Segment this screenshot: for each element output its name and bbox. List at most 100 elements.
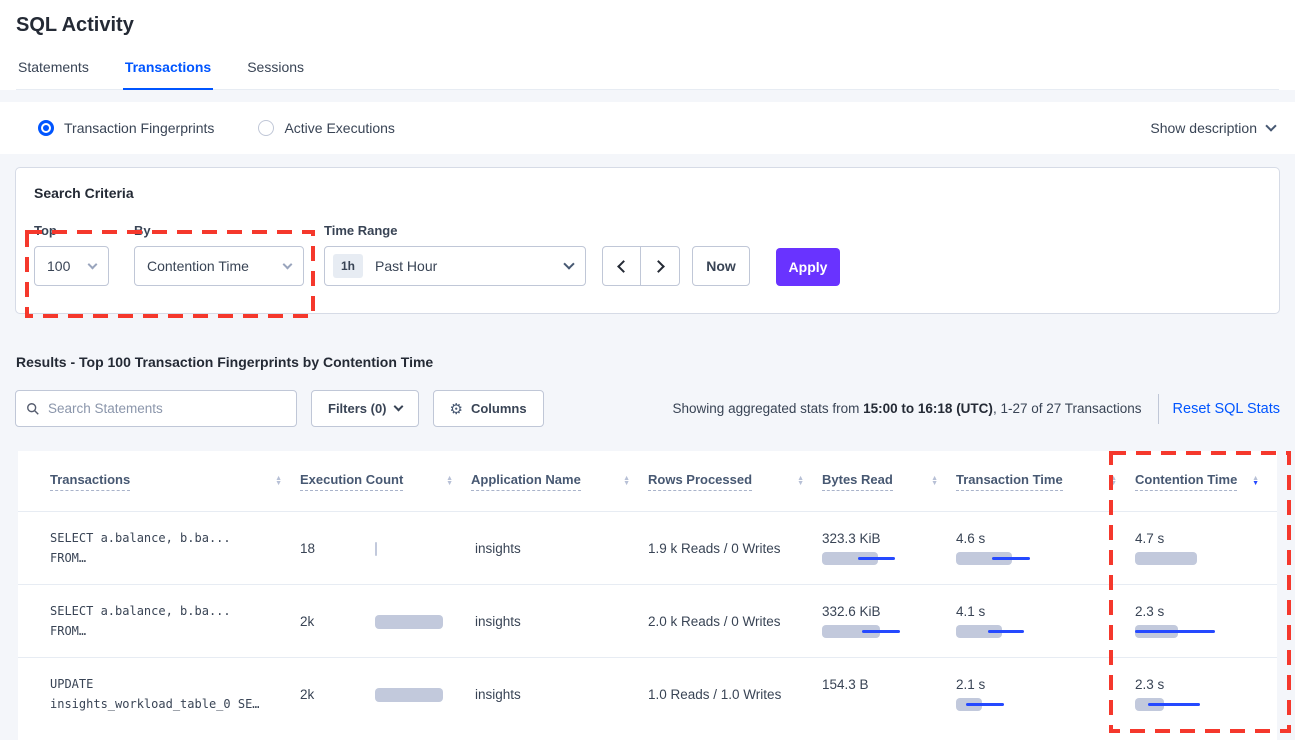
sort-icon[interactable]: ▲ ▼ [623, 475, 630, 487]
radio-selected-icon [38, 120, 54, 136]
search-statements-box[interactable] [15, 390, 297, 427]
contention-time-cell: 4.7 s [1135, 512, 1277, 584]
execution-count-cell: 2k [300, 585, 471, 657]
chevron-down-icon [282, 259, 293, 269]
transaction-query-link[interactable]: SELECT a.balance, b.ba... FROM… [50, 604, 231, 638]
table-row[interactable]: UPDATE insights_workload_table_0 SE… 2k i… [18, 657, 1277, 730]
transaction-query-link[interactable]: SELECT a.balance, b.ba... FROM… [50, 531, 231, 565]
time-range-value: Past Hour [375, 258, 438, 274]
search-criteria-title: Search Criteria [34, 185, 134, 201]
aggregated-stats-text: Showing aggregated stats from 15:00 to 1… [672, 401, 1142, 416]
show-description-label: Show description [1150, 120, 1257, 136]
execution-count-cell: 18 [300, 512, 471, 584]
transaction-time-bar [956, 624, 1066, 639]
show-description-toggle[interactable]: Show description [1150, 120, 1277, 136]
filters-button[interactable]: Filters (0) [311, 390, 419, 427]
col-header-rows-processed[interactable]: Rows Processed ▲ ▼ [648, 451, 822, 511]
application-name-cell: insights [475, 540, 521, 556]
sort-icon[interactable]: ▲ ▼ [797, 475, 804, 487]
contention-time-bar [1135, 697, 1245, 712]
table-row[interactable]: SELECT a.balance, b.ba... FROM… 18 insigh… [18, 511, 1277, 584]
results-title: Results - Top 100 Transaction Fingerprin… [16, 354, 434, 370]
columns-button[interactable]: ⚙ Columns [432, 390, 544, 427]
chevron-right-icon [652, 259, 665, 273]
transaction-time-bar [956, 551, 1066, 566]
top-control: Top 100 [34, 223, 109, 286]
sort-icon[interactable]: ▲ ▼ [446, 475, 453, 487]
col-header-transaction-time[interactable]: Transaction Time ▲ ▼ [956, 451, 1135, 511]
gear-icon: ⚙ [449, 400, 463, 418]
chevron-left-icon [616, 259, 630, 273]
chevron-down-icon [87, 259, 98, 269]
col-header-bytes-read[interactable]: Bytes Read ▲ ▼ [822, 451, 956, 511]
sort-icon[interactable]: ▲ ▼ [1110, 475, 1117, 487]
bytes-read-cell: 332.6 KiB [822, 585, 956, 657]
col-header-application-name[interactable]: Application Name ▲ ▼ [471, 451, 648, 511]
bytes-read-bar [822, 698, 932, 712]
contention-time-bar [1135, 551, 1245, 566]
contention-time-cell: 2.3 s [1135, 658, 1277, 730]
time-range-arrows [602, 246, 680, 286]
chevron-down-icon [563, 258, 575, 270]
page-title: SQL Activity [16, 14, 134, 36]
by-label: By [134, 223, 151, 238]
tab-bar: Statements Transactions Sessions [16, 59, 1279, 90]
rows-processed-cell: 1.9 k Reads / 0 Writes [648, 540, 781, 556]
col-header-contention-time[interactable]: Contention Time ▲ ▼ [1135, 451, 1277, 511]
radio-label: Active Executions [284, 120, 395, 136]
tab-transactions[interactable]: Transactions [122, 59, 214, 90]
rows-processed-cell: 1.0 Reads / 1.0 Writes [648, 686, 782, 702]
contention-time-bar [1135, 624, 1245, 639]
time-range-label: Time Range [324, 223, 398, 238]
columns-label: Columns [470, 401, 527, 416]
table-header-row: Transactions ▲ ▼ Execution Count ▲ ▼ Applica… [18, 451, 1277, 511]
bytes-read-bar [822, 624, 932, 639]
tab-statements[interactable]: Statements [18, 59, 89, 75]
page-header: SQL Activity Statements Transactions Ses… [0, 0, 1295, 90]
radio-transaction-fingerprints[interactable]: Transaction Fingerprints [38, 120, 214, 136]
view-toggle-band: Transaction Fingerprints Active Executio… [0, 102, 1295, 154]
chevron-down-icon [393, 401, 403, 412]
col-header-execution-count[interactable]: Execution Count ▲ ▼ [300, 451, 471, 511]
top-select[interactable]: 100 [34, 246, 109, 286]
table-row[interactable]: SELECT a.balance, b.ba... FROM… 2k insigh… [18, 584, 1277, 657]
filters-label: Filters (0) [328, 401, 387, 416]
divider [1157, 393, 1159, 424]
transaction-time-bar [956, 697, 1066, 712]
by-select[interactable]: Contention Time [134, 246, 304, 286]
search-statements-input[interactable] [48, 401, 268, 416]
sort-icon[interactable]: ▲ ▼ [275, 475, 282, 487]
top-label: Top [34, 223, 57, 238]
transaction-time-cell: 4.6 s [956, 512, 1135, 584]
execution-count-cell: 2k [300, 658, 471, 730]
rows-processed-cell: 2.0 k Reads / 0 Writes [648, 613, 781, 629]
time-range-control: Time Range 1h Past Hour [324, 223, 586, 286]
results-toolbar: Filters (0) ⚙ Columns Showing aggregated… [15, 390, 1280, 427]
top-value: 100 [47, 258, 71, 274]
sort-icon[interactable]: ▲ ▼ [931, 475, 938, 487]
by-value: Contention Time [147, 258, 249, 274]
transaction-time-cell: 4.1 s [956, 585, 1135, 657]
transaction-query-link[interactable]: UPDATE insights_workload_table_0 SE… [50, 677, 260, 711]
apply-button[interactable]: Apply [776, 248, 840, 286]
tab-sessions[interactable]: Sessions [247, 59, 305, 75]
search-icon [27, 402, 39, 415]
bytes-read-cell: 154.3 B [822, 658, 956, 730]
sort-icon-active-desc[interactable]: ▲ ▼ [1252, 475, 1259, 487]
transaction-time-cell: 2.1 s [956, 658, 1135, 730]
bytes-read-cell: 323.3 KiB [822, 512, 956, 584]
time-range-badge: 1h [333, 254, 364, 278]
next-time-button[interactable] [641, 247, 679, 285]
reset-sql-stats-link[interactable]: Reset SQL Stats [1172, 400, 1280, 417]
previous-time-button[interactable] [603, 247, 641, 285]
by-control: By Contention Time [134, 223, 304, 286]
application-name-cell: insights [475, 686, 521, 702]
radio-label: Transaction Fingerprints [64, 120, 215, 136]
time-range-select[interactable]: 1h Past Hour [324, 246, 586, 286]
bytes-read-bar [822, 551, 932, 566]
application-name-cell: insights [475, 613, 521, 629]
radio-unselected-icon [258, 120, 275, 136]
now-button[interactable]: Now [692, 246, 750, 286]
col-header-transactions[interactable]: Transactions ▲ ▼ [18, 451, 300, 511]
radio-active-executions[interactable]: Active Executions [258, 120, 395, 136]
